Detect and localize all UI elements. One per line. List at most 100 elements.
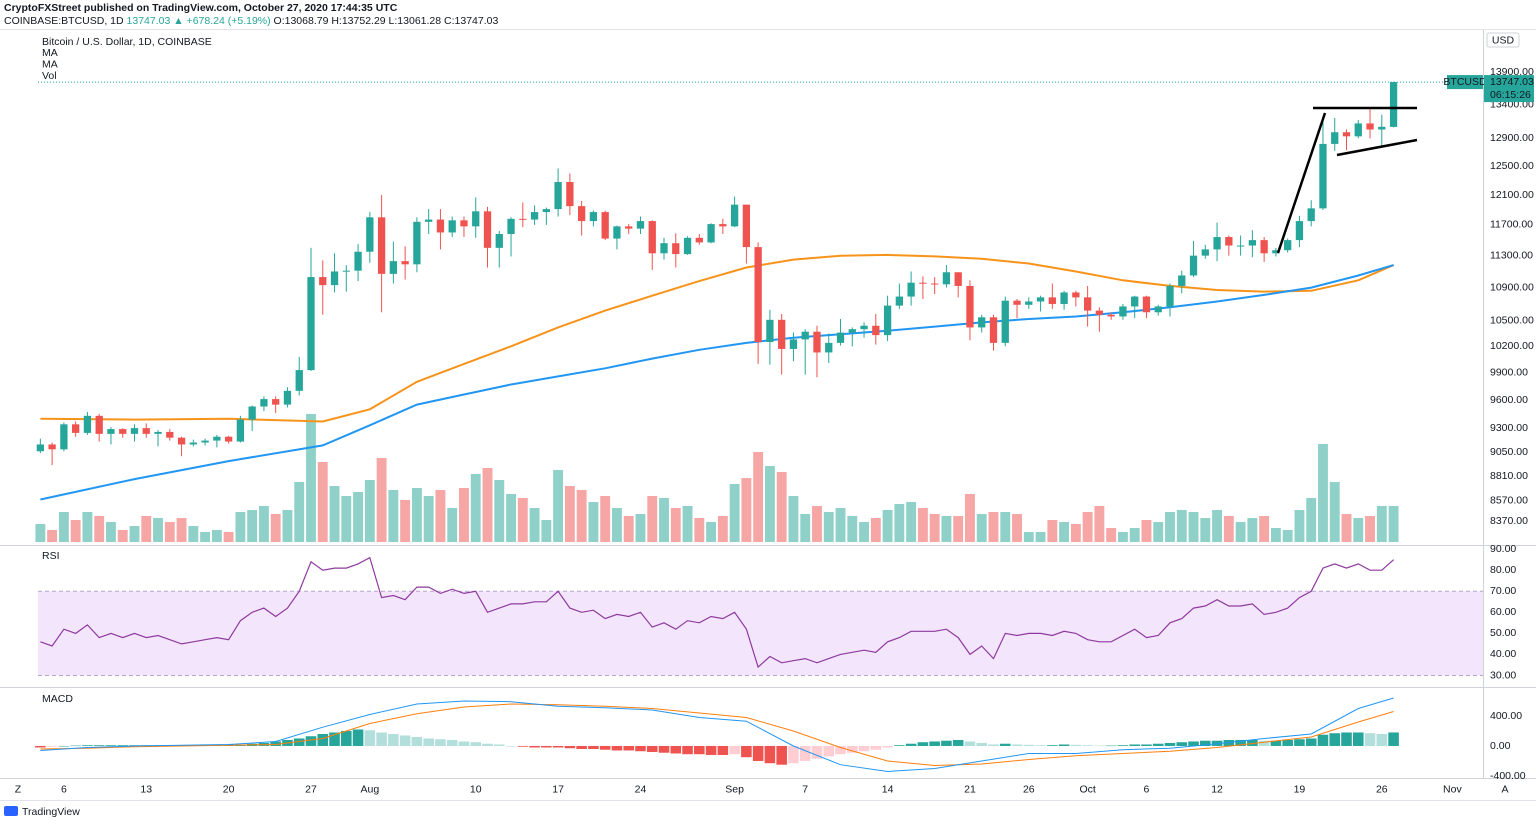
candle-body <box>1213 237 1221 250</box>
last-price: 13747.03 <box>127 15 171 27</box>
candle-body <box>801 331 809 340</box>
macd-histogram-bar <box>552 745 564 748</box>
chart-title: Bitcoin / U.S. Dollar, 1D, COINBASE <box>42 36 212 48</box>
price-label: 13747.03 <box>1490 76 1534 88</box>
macd-histogram-bar <box>1152 743 1164 746</box>
button[interactable] <box>3 781 33 798</box>
candle-body <box>660 243 668 254</box>
macd-histogram-bar <box>764 745 776 764</box>
macd-line <box>40 697 1394 773</box>
volume-bar <box>988 512 999 542</box>
symbol-tag <box>1447 75 1483 90</box>
volume-bar <box>1341 514 1352 542</box>
candle-body <box>1178 275 1186 286</box>
candle-body <box>472 211 480 227</box>
y-tick-label: 40.00 <box>1490 648 1516 660</box>
volume-bar <box>1059 522 1070 542</box>
auto-scale-button[interactable]: A <box>1501 783 1508 795</box>
volume-bar <box>1329 482 1340 542</box>
macd-histogram-bar <box>576 745 587 749</box>
volume-bar <box>1235 522 1246 542</box>
macd-histogram-bar <box>1035 745 1046 746</box>
macd-histogram-bar <box>917 742 929 746</box>
candle-body <box>789 339 798 349</box>
candle-body <box>166 431 174 438</box>
x-tick-label: Aug <box>360 783 379 795</box>
macd-histogram-bar <box>1058 744 1070 746</box>
volume-bar <box>859 522 869 542</box>
candle-body <box>213 436 221 441</box>
macd-histogram-bar <box>482 743 493 746</box>
y-tick-label: 9900.00 <box>1490 367 1528 379</box>
candle-body <box>283 390 292 405</box>
y-tick-label: 10200.00 <box>1490 340 1534 352</box>
macd-histogram-bar <box>1317 734 1329 746</box>
macd-histogram-bar <box>1235 739 1246 746</box>
volume-bar <box>294 482 305 542</box>
x-tick-label: Sep <box>725 783 744 795</box>
volume-bar <box>1200 518 1211 542</box>
macd-histogram-bar <box>846 745 858 753</box>
candle-body <box>495 233 503 248</box>
candle-body <box>366 217 374 252</box>
volume-bar <box>823 512 834 542</box>
candle-body <box>1342 132 1351 137</box>
macd-histogram-bar <box>988 744 999 746</box>
candle-body <box>942 272 951 285</box>
volume-bar <box>647 496 658 542</box>
macd-histogram-bar <box>635 745 646 752</box>
volume-bar <box>588 502 599 542</box>
volume-bar <box>164 522 175 542</box>
candle-body <box>1166 285 1174 307</box>
x-tick-label: 20 <box>223 783 235 795</box>
candle-body <box>542 209 550 213</box>
candle-body <box>836 332 845 343</box>
macd-histogram-bar <box>493 744 505 746</box>
candle-body <box>919 282 927 284</box>
candle-body <box>683 237 692 255</box>
volume-bar <box>1212 510 1223 542</box>
y-tick-label: 9050.00 <box>1490 446 1528 458</box>
macd-histogram-bar <box>999 743 1011 746</box>
macd-histogram-bar <box>1247 739 1258 746</box>
macd-histogram-bar <box>352 729 364 746</box>
volume-bar <box>435 490 446 542</box>
macd-histogram-bar <box>293 738 305 746</box>
volume-bar <box>1223 516 1234 542</box>
candle-body <box>401 261 409 265</box>
macd-histogram-bar <box>670 745 682 754</box>
x-tick-label: 13 <box>140 783 152 795</box>
candle-body <box>554 182 562 210</box>
x-tick-label: Oct <box>1079 783 1095 795</box>
countdown: 06:15:26 <box>1490 89 1531 101</box>
y-tick-label: 9300.00 <box>1490 422 1528 434</box>
y-tick-label: 9600.00 <box>1490 394 1528 406</box>
macd-histogram-bar <box>1141 744 1152 746</box>
volume-bar <box>1247 518 1258 542</box>
zoom-button[interactable]: Z <box>15 783 22 795</box>
volume-bar <box>741 478 752 542</box>
volume-bar <box>141 516 152 542</box>
candle-body <box>1284 240 1292 251</box>
volume-bar <box>117 530 128 542</box>
y-tick-label: 60.00 <box>1490 606 1516 618</box>
currency-box[interactable] <box>1486 32 1520 48</box>
volume-bar <box>282 510 293 542</box>
candle-body <box>1260 240 1268 254</box>
candle-body <box>83 415 92 433</box>
macd-histogram-bar <box>1294 739 1305 746</box>
macd-histogram-bar <box>717 745 729 755</box>
volume-bar <box>941 516 952 542</box>
volume-bar <box>129 526 140 542</box>
pane-title: RSI <box>42 550 60 562</box>
macd-histogram-bar <box>446 739 458 746</box>
candle-body <box>730 204 739 227</box>
macd-histogram-bar <box>682 745 693 755</box>
volume-bar <box>529 508 540 542</box>
candle-body <box>1295 221 1304 241</box>
macd-histogram-bar <box>1105 745 1117 747</box>
volume-bar <box>176 518 187 542</box>
macd-histogram-bar <box>882 745 893 748</box>
candle-body <box>1389 82 1398 127</box>
